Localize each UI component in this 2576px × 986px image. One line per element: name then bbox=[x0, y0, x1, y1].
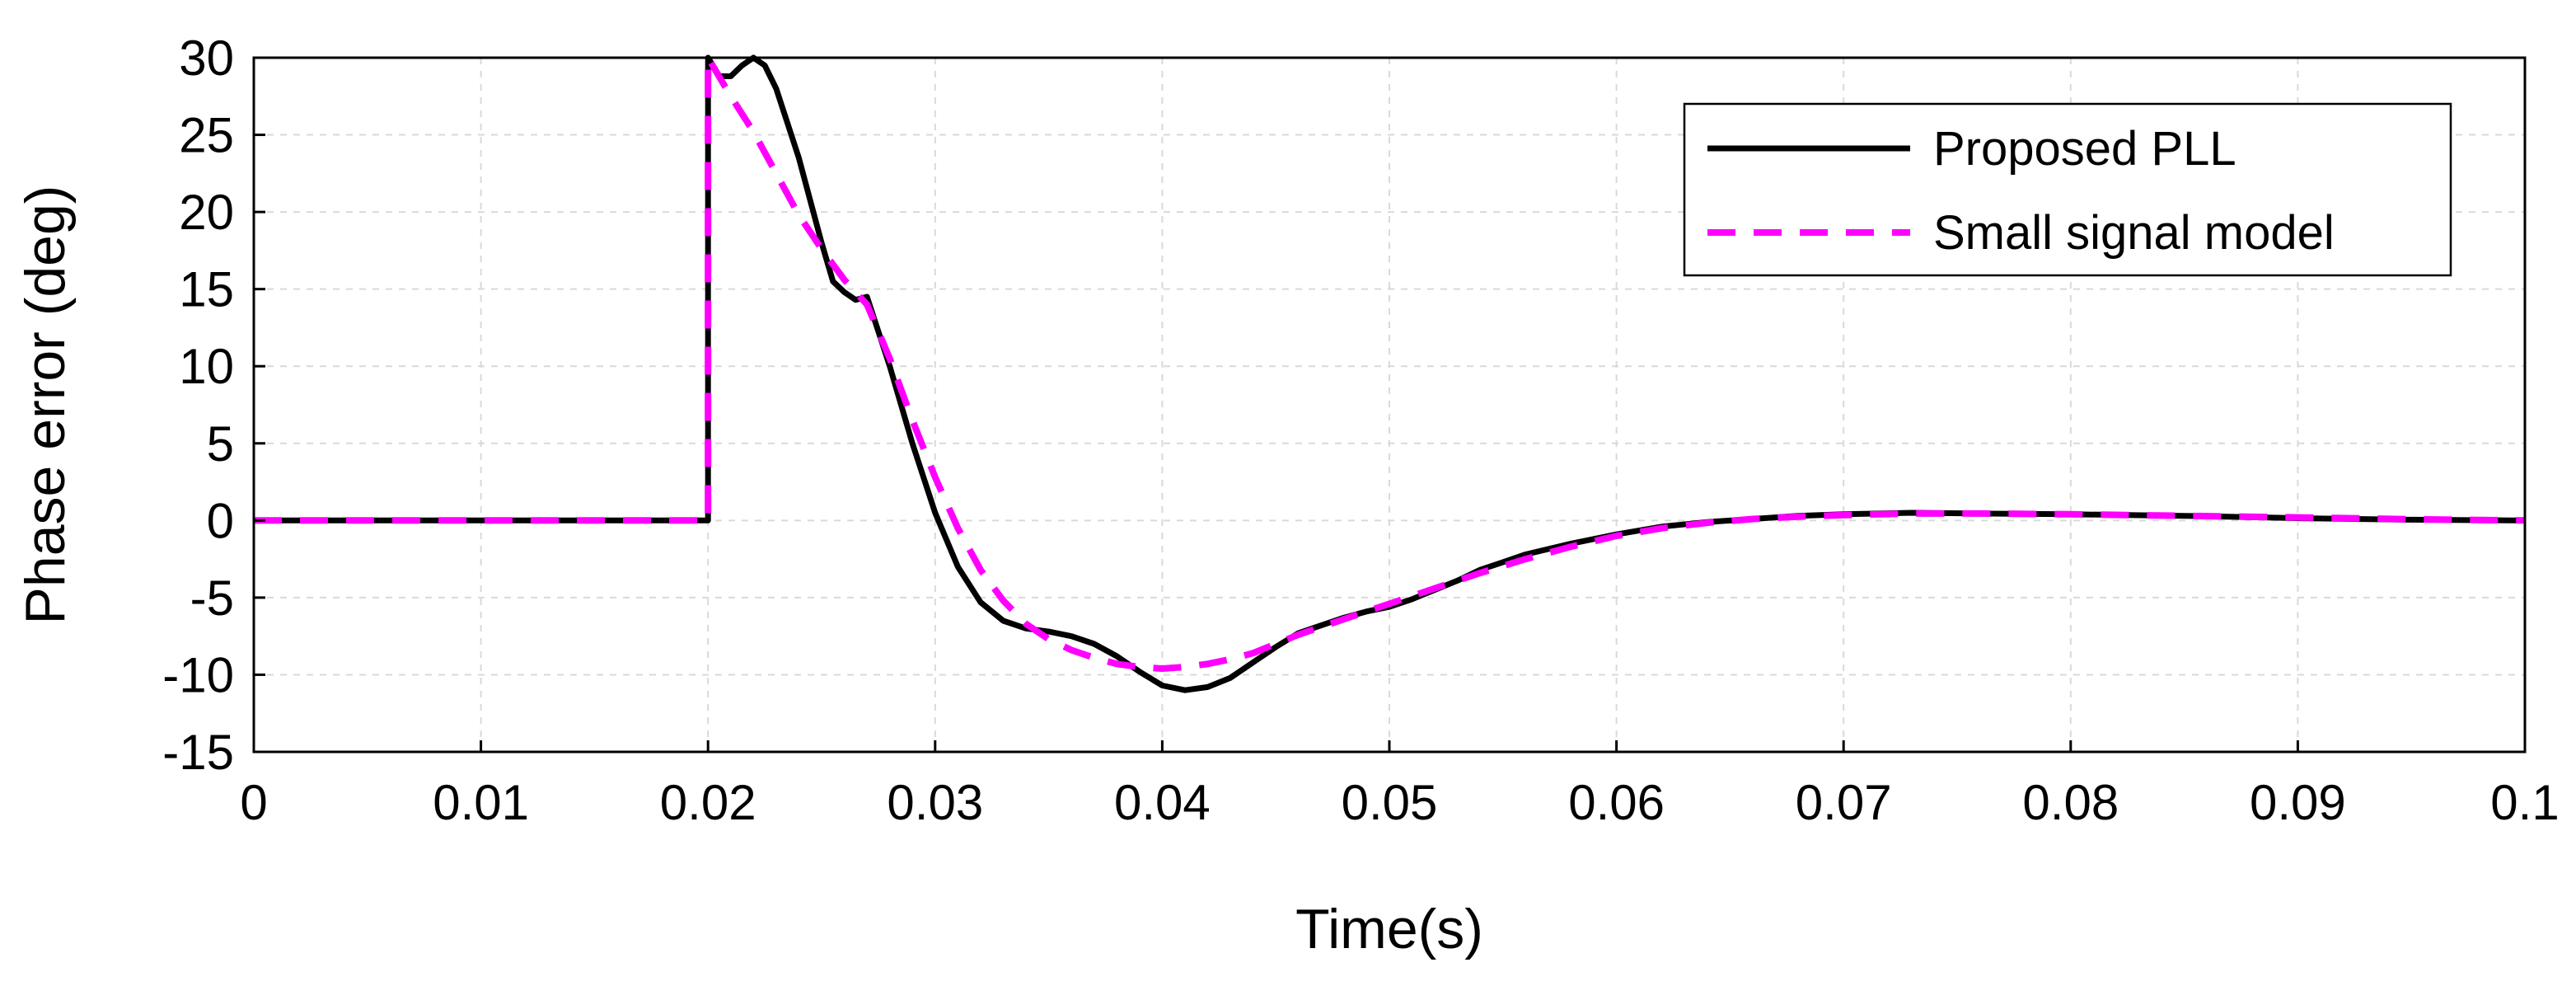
x-tick-label: 0.04 bbox=[1114, 775, 1211, 830]
y-tick-labels: 30 25 20 15 10 5 0 -5 -10 -15 bbox=[162, 31, 234, 780]
y-tick-label: 25 bbox=[179, 108, 234, 163]
series-line-proposed-pll bbox=[254, 54, 2526, 693]
x-tick-label: 0.01 bbox=[433, 775, 529, 830]
x-tick-label: 0.08 bbox=[2022, 775, 2119, 830]
x-tick-label: 0.02 bbox=[660, 775, 756, 830]
x-tick-label: 0.05 bbox=[1342, 775, 1438, 830]
x-tick-label: 0.06 bbox=[1568, 775, 1665, 830]
y-tick-label: 30 bbox=[179, 31, 234, 86]
y-tick-label: 10 bbox=[179, 339, 234, 394]
series-line-small-signal-model bbox=[254, 54, 2526, 672]
y-tick-label: 20 bbox=[179, 185, 234, 240]
x-axis-title: Time(s) bbox=[1295, 898, 1483, 960]
y-tick-label: -10 bbox=[162, 647, 234, 702]
x-tick-label: 0.09 bbox=[2250, 775, 2346, 830]
x-tick-label: 0.07 bbox=[1796, 775, 1892, 830]
y-tick-label: -15 bbox=[162, 725, 234, 780]
legend-label-proposed-pll: Proposed PLL bbox=[1933, 122, 2236, 176]
series-layer bbox=[254, 54, 2526, 693]
y-tick-label: -5 bbox=[190, 570, 234, 626]
y-tick-label: 15 bbox=[179, 262, 234, 317]
tick-marks bbox=[252, 56, 2527, 754]
x-tick-label: 0.1 bbox=[2490, 775, 2559, 830]
x-tick-label: 0.03 bbox=[887, 775, 983, 830]
legend: Proposed PLL Small signal model bbox=[1683, 102, 2452, 277]
y-axis-title: Phase error (deg) bbox=[14, 185, 77, 625]
grid bbox=[254, 58, 2525, 752]
y-tick-label: 0 bbox=[207, 493, 234, 548]
x-tick-labels: 0 0.01 0.02 0.03 0.04 0.05 0.06 0.07 0.08 0.09 0.1 bbox=[240, 775, 2559, 830]
y-tick-label: 5 bbox=[207, 416, 234, 472]
legend-label-small-signal-model: Small signal model bbox=[1933, 206, 2335, 260]
x-tick-label: 0 bbox=[240, 775, 267, 830]
legend-box bbox=[1683, 102, 2452, 277]
